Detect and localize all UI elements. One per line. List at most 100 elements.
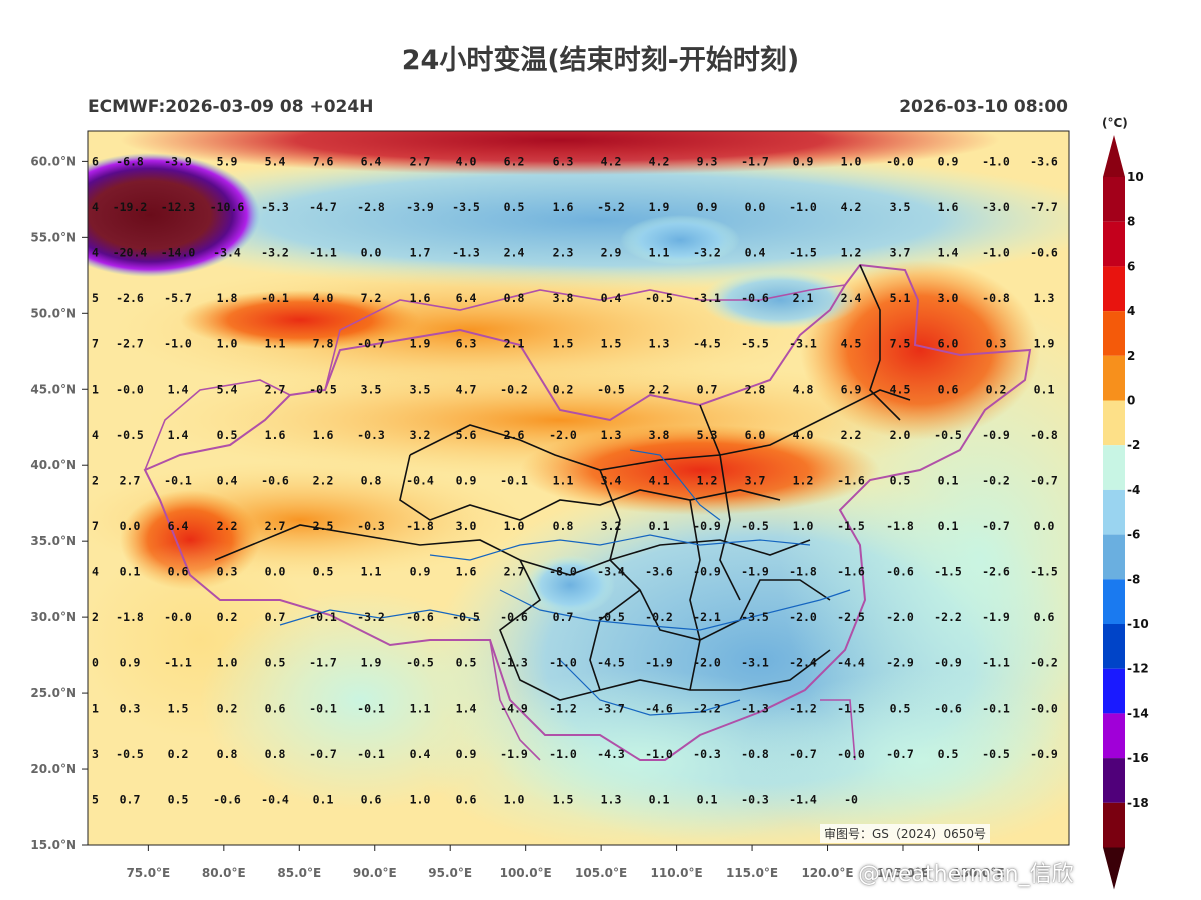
grid-value: 0.6 [1034, 610, 1055, 624]
grid-value: -0.1 [500, 473, 528, 487]
grid-value: -0.9 [693, 519, 721, 533]
grid-value: 7.8 [313, 337, 334, 351]
grid-value: 4.5 [841, 337, 862, 351]
grid-value: 4.0 [793, 428, 814, 442]
map-title: 24小时变温(结束时刻-开始时刻) [401, 45, 800, 76]
grid-value: -0.1 [164, 473, 192, 487]
grid-value: 0.4 [410, 747, 431, 761]
grid-value: -0.9 [934, 656, 962, 670]
grid-value: -4.5 [597, 656, 625, 670]
grid-value: 1.0 [793, 519, 814, 533]
grid-value: -14.0 [161, 246, 196, 260]
grid-value: 0.8 [361, 473, 382, 487]
grid-value: -7.7 [1030, 200, 1058, 214]
grid-value: 1.1 [649, 246, 670, 260]
grid-value: 1.1 [361, 565, 382, 579]
grid-value: -3.6 [645, 565, 673, 579]
grid-value: 1.6 [938, 200, 959, 214]
grid-value: 2.7 [120, 473, 141, 487]
grid-value: 0.4 [601, 291, 622, 305]
grid-value: 4.2 [649, 154, 670, 168]
china-outline [143, 263, 1032, 761]
grid-value: -3.9 [406, 200, 434, 214]
grid-value: -0.7 [309, 747, 337, 761]
grid-value: 1.6 [313, 428, 334, 442]
grid-value: 1.9 [1034, 337, 1055, 351]
lon-tick-label: 90.0°E [353, 866, 397, 880]
grid-value: -0.2 [500, 382, 528, 396]
grid-value: -0.6 [500, 610, 528, 624]
grid-value: 0.6 [938, 382, 959, 396]
grid-value: -0.0 [837, 747, 865, 761]
lat-tick-label: 55.0°N [30, 230, 76, 244]
colorbar-top-arrow [1103, 135, 1125, 177]
grid-value: 0.0 [265, 565, 286, 579]
lon-tick-label: 95.0°E [428, 866, 472, 880]
model-run-label: ECMWF:2026-03-09 08 +024H [88, 97, 374, 117]
grid-value: 0.6 [168, 565, 189, 579]
colorbar-label: -12 [1127, 662, 1149, 676]
colorbar-segment [1103, 534, 1125, 580]
grid-value: 0.0 [1034, 519, 1055, 533]
grid-value: -1.3 [452, 246, 480, 260]
grid-value: -0.3 [357, 519, 385, 533]
grid-value: 0.8 [504, 291, 525, 305]
grid-value: 5.3 [697, 428, 718, 442]
grid-value: -2.2 [693, 701, 721, 715]
grid-value: -1.0 [645, 747, 673, 761]
colorbar-label: 10 [1127, 170, 1144, 184]
grid-value: -3.2 [357, 610, 385, 624]
grid-value: -4.9 [500, 701, 528, 715]
grid-value: 0.3 [120, 701, 141, 715]
grid-value: 1.3 [649, 337, 670, 351]
grid-value: -0.5 [982, 747, 1010, 761]
grid-value: 2.2 [841, 428, 862, 442]
grid-value: -10.6 [210, 200, 245, 214]
grid-value: 1.0 [841, 154, 862, 168]
colorbar-segment [1103, 266, 1125, 312]
plot-frame [87, 130, 1070, 846]
grid-value: -3.7 [597, 701, 625, 715]
grid-value: -0.5 [741, 519, 769, 533]
grid-value: 6.3 [456, 337, 477, 351]
lon-tick-label: 130.0°E [952, 866, 1004, 880]
grid-value: 4.0 [456, 154, 477, 168]
grid-value: -1.0 [789, 200, 817, 214]
grid-value: 6.4 [361, 154, 382, 168]
lat-tick-label: 40.0°N [30, 458, 76, 472]
grid-value: -1.5 [934, 565, 962, 579]
grid-value: -0.3 [357, 428, 385, 442]
grid-value: 2.7 [265, 382, 286, 396]
grid-value: 0.9 [938, 154, 959, 168]
colorbar-label: 2 [1127, 349, 1135, 363]
grid-value: 2.9 [601, 246, 622, 260]
grid-value: 0.6 [265, 701, 286, 715]
grid-value: 2.7 [504, 565, 525, 579]
grid-value: -0.7 [357, 337, 385, 351]
grid-value: 1 [92, 701, 99, 715]
colorbar-label: -6 [1127, 528, 1140, 542]
grid-value: 2.1 [793, 291, 814, 305]
grid-value: -4.6 [645, 701, 673, 715]
grid-value: 1.0 [504, 519, 525, 533]
grid-value: 0.5 [313, 565, 334, 579]
colorbar-segment [1103, 802, 1125, 848]
grid-value: -1.8 [886, 519, 914, 533]
grid-value: 0.2 [553, 382, 574, 396]
grid-value: 0.4 [745, 246, 766, 260]
grid-value: 1.9 [410, 337, 431, 351]
lon-tick-label: 105.0°E [575, 866, 627, 880]
grid-value: -1.9 [741, 565, 769, 579]
grid-value: 5 [92, 792, 99, 806]
grid-value: 0.9 [793, 154, 814, 168]
grid-value: 3.8 [649, 428, 670, 442]
grid-value: 1.5 [553, 792, 574, 806]
river-lines [279, 449, 851, 716]
grid-value: -0.1 [261, 291, 289, 305]
grid-value: 6.4 [456, 291, 477, 305]
grid-value: 7.2 [361, 291, 382, 305]
grid-value: -0.8 [741, 747, 769, 761]
grid-value: -3.1 [789, 337, 817, 351]
grid-value: -0.5 [597, 610, 625, 624]
grid-value: 1.2 [841, 246, 862, 260]
